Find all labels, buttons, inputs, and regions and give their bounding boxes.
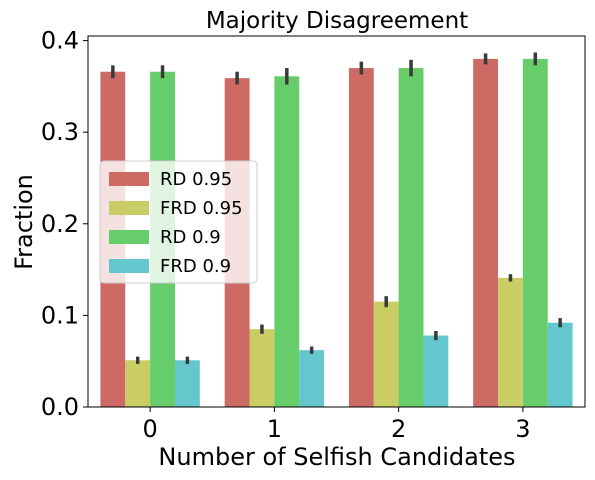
plot-frame [87, 35, 586, 408]
legend: RD 0.95 FRD 0.95 RD 0.9 FRD 0.9 [99, 160, 258, 284]
bar [274, 76, 300, 407]
bar [423, 335, 449, 407]
x-axis-label: Number of Selfish Candidates [158, 443, 515, 471]
y-tick-label: 0.1 [41, 301, 79, 329]
bar [373, 301, 399, 407]
bar [498, 277, 523, 407]
bar [249, 329, 275, 407]
bar [299, 350, 325, 407]
legend-label: RD 0.95 [160, 169, 232, 190]
bar [398, 68, 424, 407]
bar [473, 58, 499, 407]
bar [348, 68, 374, 407]
bar [522, 58, 548, 407]
legend-label: FRD 0.95 [160, 198, 243, 219]
legend-swatch [109, 172, 149, 186]
legend-swatch [109, 259, 149, 273]
bar [547, 322, 573, 407]
legend-swatch [109, 201, 149, 215]
chart-title: Majority Disagreement [206, 8, 468, 34]
legend-swatch [109, 230, 149, 244]
y-axis-label: Fraction [10, 174, 38, 270]
y-tick-label: 0.0 [41, 393, 79, 421]
y-axis: 0.0 0.1 0.2 0.3 0.4 [41, 27, 88, 421]
x-tick-label: 2 [391, 415, 406, 443]
bar [125, 360, 151, 407]
y-tick-label: 0.3 [41, 118, 79, 146]
error-bars-layer [111, 52, 562, 364]
y-tick-label: 0.2 [41, 210, 79, 238]
legend-label: FRD 0.9 [160, 256, 231, 277]
legend-box [99, 160, 258, 284]
x-axis: 0 1 2 3 [142, 407, 531, 443]
x-tick-label: 3 [515, 415, 530, 443]
y-tick-label: 0.4 [41, 27, 79, 55]
x-tick-label: 0 [142, 415, 157, 443]
bar [174, 360, 200, 407]
x-tick-label: 1 [267, 415, 282, 443]
legend-label: RD 0.9 [160, 227, 221, 248]
